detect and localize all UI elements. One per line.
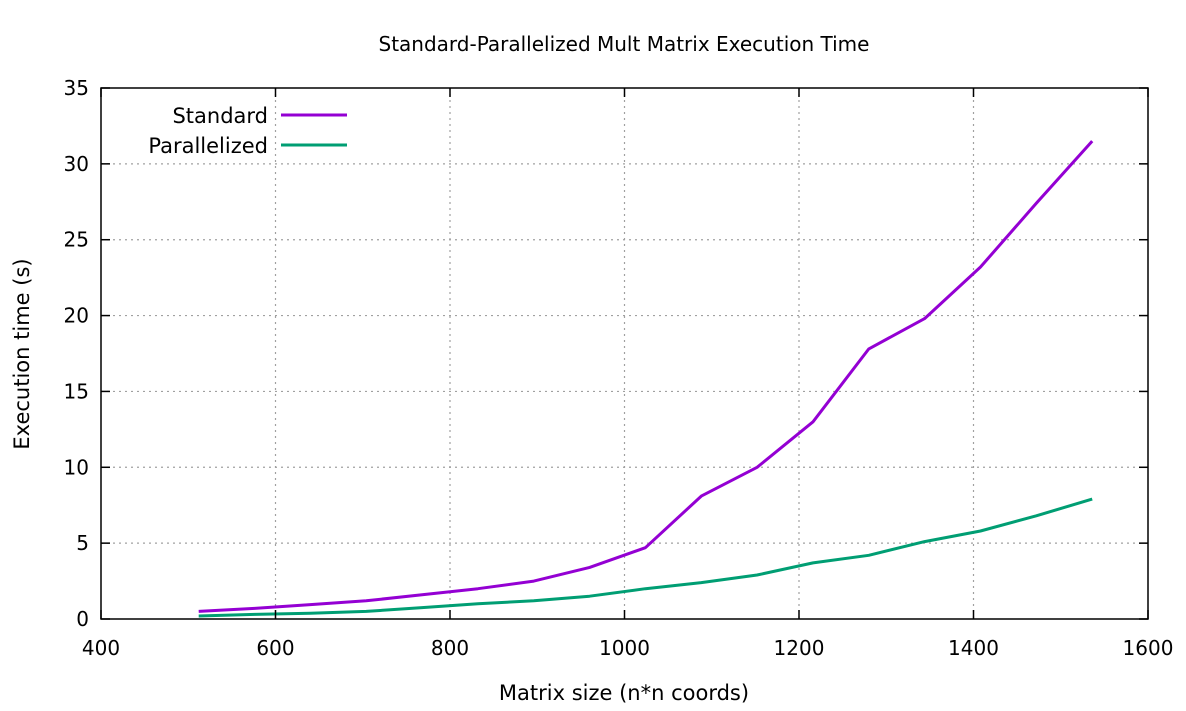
y-tick-label: 10 [64,455,89,479]
legend-label-parallelized: Parallelized [148,134,268,158]
x-tick-label: 1200 [774,636,825,660]
grid [101,88,1148,619]
x-tick-label: 600 [256,636,294,660]
y-tick-label: 5 [76,531,89,555]
x-axis-title: Matrix size (n*n coords) [499,681,749,705]
x-tick-label: 1400 [948,636,999,660]
legend-label-standard: Standard [172,104,268,128]
series-line-standard [198,140,1094,613]
x-tick-label: 1000 [599,636,650,660]
y-tick-label: 15 [64,379,89,403]
x-tick-label: 400 [82,636,120,660]
y-tick-label: 20 [64,304,89,328]
x-tick-label: 1600 [1123,636,1174,660]
y-tick-label: 25 [64,228,89,252]
series-lines [198,140,1094,618]
axis-ticks: 400 600 800 1000 1200 1400 1600 0 5 10 15 20 25 30 35 [64,76,1174,660]
y-tick-label: 35 [64,76,89,100]
x-tick-label: 800 [431,636,469,660]
y-axis-title: Execution time (s) [10,258,34,449]
series-line-parallelized [198,497,1093,618]
legend: Standard Parallelized [148,104,347,158]
chart-title: Standard-Parallelized Mult Matrix Execut… [379,32,870,56]
y-tick-label: 0 [76,607,89,631]
y-tick-label: 30 [64,152,89,176]
